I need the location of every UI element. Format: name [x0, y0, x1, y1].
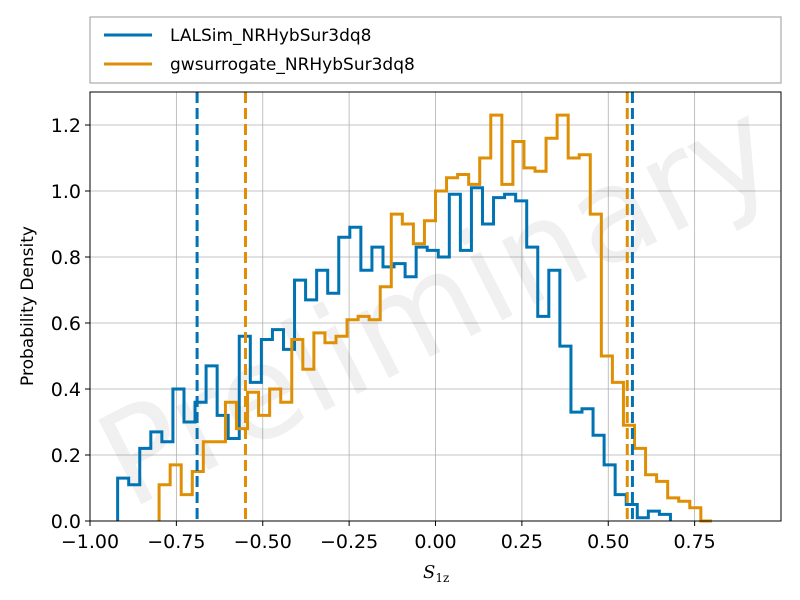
legend-label-gwsurrogate: gwsurrogate_NRHybSur3dq8 — [170, 55, 415, 75]
x-axis-label-main: S — [423, 562, 435, 583]
y-axis-label: Probability Density — [18, 226, 38, 386]
x-tick-label: −0.75 — [147, 531, 205, 553]
legend-box — [89, 16, 782, 84]
y-tick-label: 1.0 — [51, 181, 81, 203]
y-axis-ticks: 0.0 0.2 0.4 0.6 0.8 1.0 1.2 — [51, 115, 90, 533]
legend: LALSim_NRHybSur3dq8 gwsurrogate_NRHybSur… — [89, 16, 782, 84]
series-layer — [116, 113, 712, 523]
y-tick-label: 0.4 — [51, 379, 81, 401]
x-tick-label: −0.50 — [234, 531, 292, 553]
y-tick-label: 1.2 — [51, 115, 81, 137]
x-axis-ticks: −1.00 −0.75 −0.50 −0.25 0.00 0.25 0.50 0.75 — [61, 521, 716, 553]
x-tick-label: 0.75 — [673, 531, 715, 553]
legend-label-lalsim: LALSim_NRHybSur3dq8 — [170, 26, 371, 46]
x-tick-label: −1.00 — [61, 531, 119, 553]
credible-interval-lines — [195, 92, 634, 521]
histogram-step-lalsim — [116, 186, 672, 521]
x-tick-label: 0.00 — [414, 531, 456, 553]
y-tick-label: 0.6 — [51, 313, 81, 335]
x-axis-label: S1z — [423, 562, 449, 585]
x-tick-label: 0.50 — [587, 531, 629, 553]
y-tick-label: 0.8 — [51, 247, 81, 269]
y-tick-label: 0.2 — [51, 445, 81, 467]
y-tick-label: 0.0 — [51, 511, 81, 533]
x-tick-label: 0.25 — [501, 531, 543, 553]
x-tick-label: −0.25 — [320, 531, 378, 553]
histogram-step-gwsurrogate — [157, 113, 712, 523]
x-axis-label-sub: 1z — [435, 571, 449, 585]
